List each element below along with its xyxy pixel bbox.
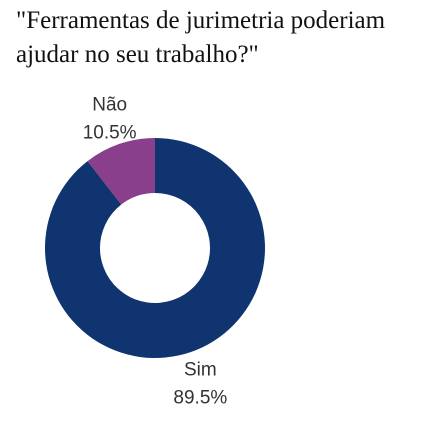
slice-label-group-1: Não 10.5% [83,95,137,144]
slice-name-label: Não [92,95,127,116]
slice-name-label: Sim [184,359,217,380]
chart-title: "Ferramentas de jurimetria poderiam ajud… [16,4,441,72]
slice-percent-label: 89.5% [173,387,227,408]
chart-title-line-1: "Ferramentas de jurimetria poderiam [16,7,386,34]
slice-sim [44,138,265,358]
chart-title-line-2: ajudar no seu trabalho?" [16,41,259,68]
slice-n-o [87,138,155,205]
slice-label-group-0: Sim 89.5% [173,359,227,408]
slice-percent-label: 10.5% [83,123,137,144]
